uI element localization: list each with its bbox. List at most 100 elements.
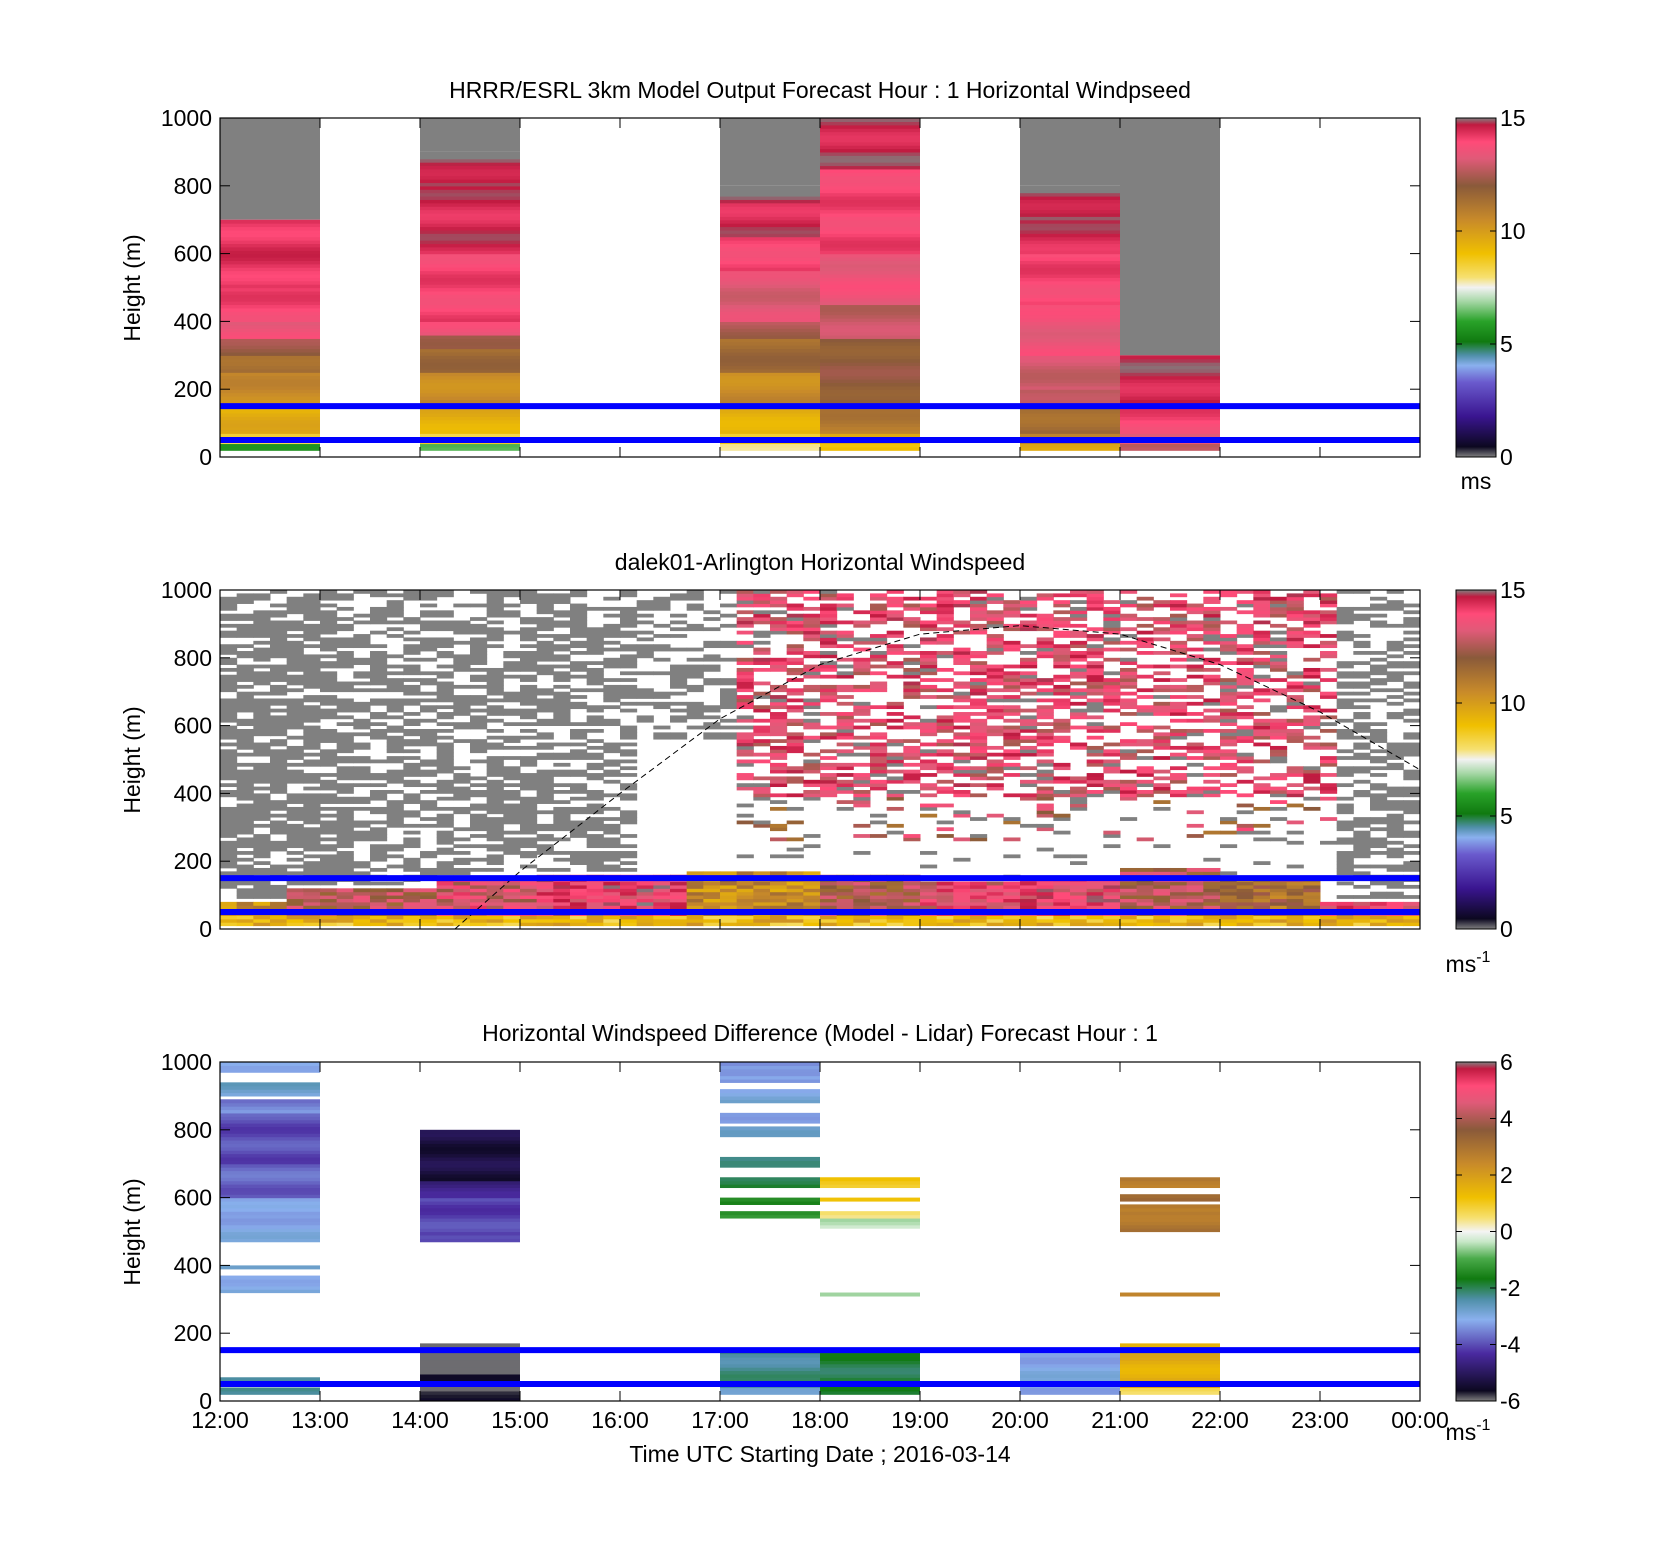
lidar-cell — [703, 884, 721, 889]
lidar-cell — [1386, 688, 1404, 693]
lidar-cell — [1403, 803, 1420, 808]
lidar-cell — [1253, 606, 1271, 611]
lidar-cell — [353, 637, 371, 642]
lidar-cell — [1036, 712, 1054, 716]
lidar-cell — [1270, 776, 1288, 781]
lidar-cell — [270, 800, 288, 804]
lidar-cell — [1136, 915, 1154, 920]
lidar-cell — [1003, 600, 1021, 604]
lidar-cell — [770, 749, 788, 754]
lidar-cell — [920, 661, 938, 665]
lidar-cell — [270, 651, 288, 655]
model-cell — [1020, 375, 1120, 380]
lidar-cell — [386, 627, 404, 632]
lidar-cell — [220, 698, 238, 703]
lidar-cell — [553, 918, 571, 923]
lidar-cell — [753, 759, 771, 764]
lidar-cell — [503, 698, 521, 703]
lidar-cell — [1170, 752, 1188, 757]
lidar-cell — [370, 712, 388, 716]
lidar-cell — [1286, 820, 1304, 825]
lidar-cell — [586, 773, 604, 777]
lidar-cell — [1220, 884, 1238, 889]
lidar-cell — [353, 881, 371, 886]
lidar-cell — [786, 915, 804, 920]
lidar-cell — [403, 810, 421, 815]
lidar-cell — [936, 715, 954, 720]
lidar-cell — [320, 881, 338, 886]
lidar-cell — [1320, 728, 1338, 733]
lidar-cell — [220, 600, 238, 604]
lidar-cell — [470, 678, 488, 682]
lidar-cell — [853, 620, 871, 625]
lidar-cell — [1020, 678, 1038, 682]
difference-cell — [720, 1356, 820, 1361]
model-cell — [220, 375, 320, 380]
model-cell — [720, 382, 820, 387]
lidar-cell — [870, 603, 888, 608]
lidar-cell — [770, 752, 788, 757]
lidar-cell — [1186, 749, 1204, 754]
lidar-cell — [820, 684, 838, 689]
lidar-cell — [1220, 722, 1238, 726]
lidar-cell — [1353, 712, 1371, 716]
lidar-cell — [520, 891, 538, 896]
lidar-cell — [1020, 881, 1038, 886]
lidar-cell — [1120, 793, 1138, 798]
lidar-cell — [1203, 773, 1221, 777]
lidar-cell — [503, 796, 521, 801]
lidar-cell — [1286, 681, 1304, 686]
lidar-cell — [670, 918, 688, 923]
lidar-cell — [336, 722, 354, 726]
lidar-cell — [470, 901, 488, 906]
lidar-cell — [886, 790, 904, 794]
lidar-cell — [1303, 806, 1321, 811]
lidar-cell — [236, 630, 254, 635]
lidar-cell — [353, 742, 371, 747]
lidar-cell — [520, 796, 538, 801]
difference-cell — [220, 1211, 320, 1216]
lidar-cell — [603, 915, 621, 920]
difference-cell — [420, 1397, 520, 1401]
lidar-cell — [553, 698, 571, 703]
model-cell — [220, 219, 320, 224]
lidar-cell — [836, 742, 854, 747]
lidar-cell — [353, 620, 371, 625]
lidar-cell — [1120, 905, 1138, 910]
lidar-cell — [486, 884, 504, 889]
lidar-cell — [370, 891, 388, 896]
model-cell — [720, 185, 820, 190]
lidar-cell — [586, 762, 604, 767]
lidar-cell — [1036, 620, 1054, 625]
lidar-cell — [1120, 779, 1138, 784]
model-cell — [1020, 277, 1120, 282]
lidar-cell — [1253, 640, 1271, 645]
lidar-cell — [1120, 898, 1138, 903]
lidar-cell — [1353, 681, 1371, 686]
lidar-cell — [853, 881, 871, 886]
lidar-cell — [1186, 742, 1204, 747]
lidar-cell — [1270, 922, 1288, 927]
lidar-cell — [370, 698, 388, 703]
lidar-cell — [1320, 796, 1338, 801]
lidar-cell — [803, 779, 821, 784]
lidar-cell — [1370, 664, 1388, 669]
lidar-cell — [970, 701, 988, 706]
lidar-cell — [820, 606, 838, 611]
colorbar-tick-label: 0 — [1500, 1219, 1513, 1245]
lidar-cell — [886, 742, 904, 747]
lidar-cell — [1336, 756, 1354, 760]
lidar-cell — [1320, 922, 1338, 927]
lidar-cell — [953, 888, 971, 893]
lidar-cell — [470, 891, 488, 896]
lidar-cell — [286, 888, 304, 893]
lidar-cell — [586, 867, 604, 872]
lidar-cell — [770, 732, 788, 737]
lidar-cell — [1170, 617, 1188, 621]
x-tick-label: 00:00 — [1391, 1407, 1449, 1433]
colorbar-tick-label: 5 — [1500, 331, 1513, 357]
lidar-cell — [1103, 627, 1121, 632]
lidar-cell — [753, 820, 771, 825]
lidar-cell — [1036, 776, 1054, 781]
model-cell — [820, 236, 920, 241]
